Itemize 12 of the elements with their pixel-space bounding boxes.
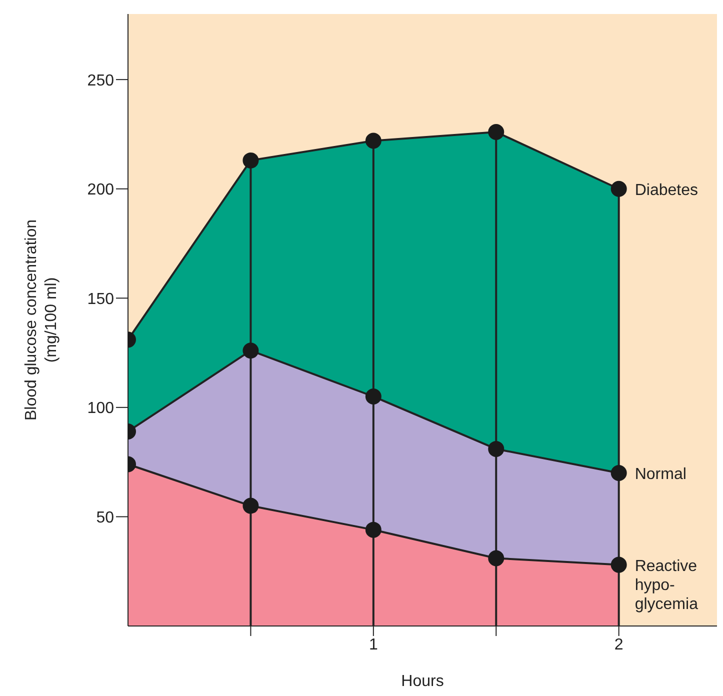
series-label: Diabetes xyxy=(634,182,698,199)
series-label: Reactive hypo-glycemia xyxy=(634,558,698,613)
x-tick-label: 1 xyxy=(368,636,378,654)
y-tick-label: 150 xyxy=(87,290,114,308)
y-tick-label: 250 xyxy=(87,72,114,90)
x-tick-label: 2 xyxy=(614,636,624,654)
y-tick-label: 50 xyxy=(96,509,114,526)
y-tick-label: 200 xyxy=(87,182,114,199)
x-axis-title: Hours xyxy=(401,673,444,690)
y-tick-label: 100 xyxy=(87,400,114,418)
series-label: Normal xyxy=(634,466,686,483)
y-axis-title: Blood glucose concentration (mg/100 ml) xyxy=(23,219,60,421)
